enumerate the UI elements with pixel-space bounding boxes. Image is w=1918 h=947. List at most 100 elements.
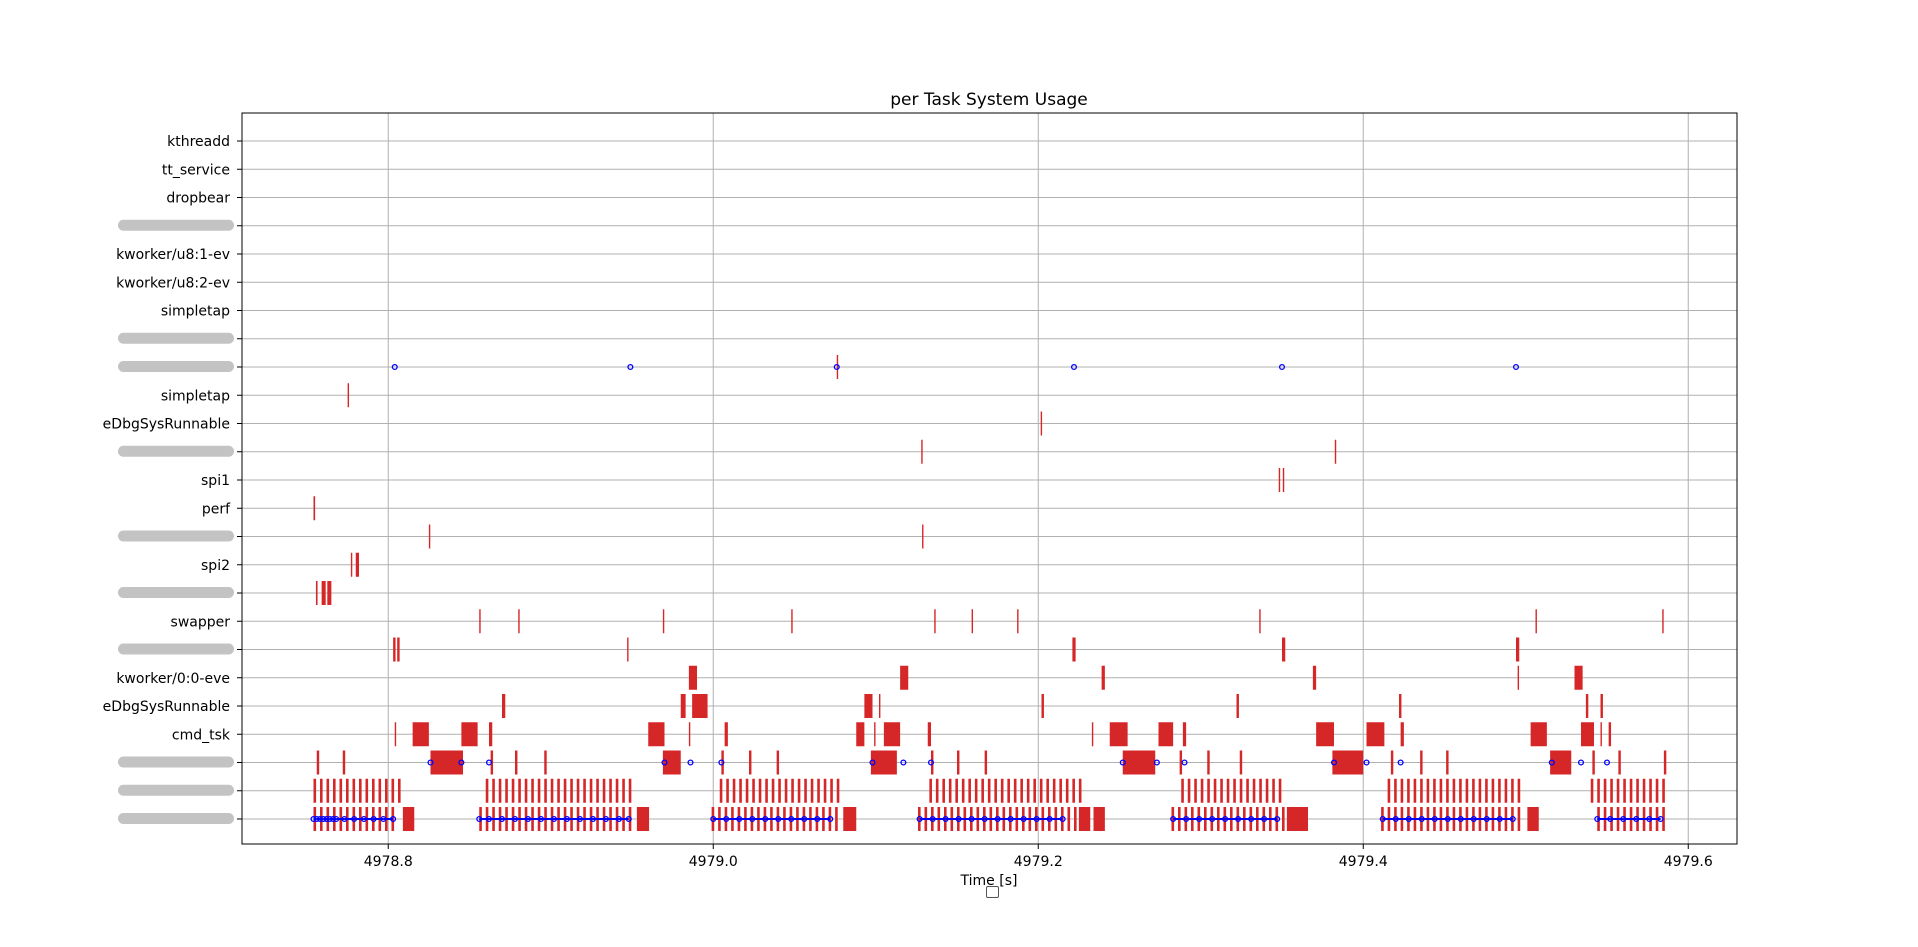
task-slice bbox=[1246, 778, 1249, 803]
task-bar bbox=[397, 637, 400, 662]
task-bar bbox=[327, 581, 332, 605]
event-marker bbox=[736, 815, 743, 823]
event-marker bbox=[511, 815, 519, 823]
task-slice bbox=[333, 778, 336, 803]
task-slice bbox=[609, 778, 612, 803]
task-bar bbox=[313, 496, 316, 521]
task-slice bbox=[981, 778, 984, 803]
task-slice bbox=[1662, 778, 1665, 803]
event-marker bbox=[1196, 815, 1203, 823]
task-slice bbox=[1046, 778, 1049, 803]
task-slice bbox=[987, 778, 991, 803]
task-bar bbox=[402, 807, 415, 831]
task-bar bbox=[430, 750, 463, 775]
x-tick-label: 4979.0 bbox=[689, 854, 738, 870]
event-marker bbox=[390, 815, 397, 823]
task-slice bbox=[1067, 807, 1071, 831]
task-slice bbox=[628, 807, 632, 831]
event-marker bbox=[1363, 759, 1370, 766]
task-slice bbox=[1074, 807, 1077, 831]
y-tick-label: simpletap bbox=[161, 304, 230, 320]
y-tick-label: simpletap bbox=[161, 388, 230, 404]
task-slice bbox=[1433, 778, 1436, 803]
task-slice bbox=[378, 778, 382, 803]
event-marker bbox=[316, 815, 324, 823]
task-bar bbox=[1663, 750, 1667, 775]
task-slice bbox=[557, 778, 560, 803]
event-marker bbox=[1509, 815, 1516, 823]
task-bar bbox=[1550, 750, 1572, 775]
markers-layer bbox=[310, 363, 1664, 823]
task-slice bbox=[365, 778, 369, 803]
event-marker bbox=[687, 759, 694, 766]
task-slice bbox=[602, 778, 606, 803]
event-marker bbox=[1278, 363, 1286, 371]
task-slice bbox=[1272, 778, 1275, 803]
task-slice bbox=[1259, 778, 1262, 803]
task-bar bbox=[1390, 750, 1394, 775]
redacted-task-label bbox=[118, 361, 234, 372]
task-slice bbox=[346, 778, 349, 803]
task-bar bbox=[1334, 439, 1337, 464]
y-tick-label: eDbgSysRunnable bbox=[103, 417, 230, 433]
task-slice bbox=[531, 778, 534, 803]
task-slice bbox=[823, 778, 827, 803]
task-slice bbox=[550, 778, 554, 803]
task-slice bbox=[524, 778, 528, 803]
task-slice bbox=[352, 778, 356, 803]
task-slice bbox=[797, 778, 801, 803]
task-slice bbox=[1020, 778, 1023, 803]
x-tick-label: 4979.6 bbox=[1664, 854, 1713, 870]
task-slice bbox=[726, 778, 729, 803]
task-bar bbox=[1574, 665, 1583, 690]
task-slice bbox=[1072, 778, 1075, 803]
event-marker bbox=[833, 363, 840, 371]
task-bar bbox=[1101, 665, 1105, 690]
event-marker bbox=[320, 815, 327, 823]
event-marker bbox=[380, 815, 387, 823]
event-marker bbox=[1607, 815, 1614, 823]
event-marker bbox=[333, 815, 340, 823]
task-bar bbox=[864, 694, 873, 718]
task-slice bbox=[1629, 778, 1633, 803]
task-bar bbox=[1109, 722, 1128, 747]
task-slice bbox=[615, 778, 619, 803]
event-marker bbox=[1222, 815, 1229, 823]
task-bar bbox=[1420, 750, 1423, 775]
task-slice bbox=[942, 778, 945, 803]
task-slice bbox=[1426, 778, 1430, 803]
event-marker bbox=[427, 759, 434, 766]
task-bar bbox=[355, 552, 359, 577]
task-bar bbox=[315, 581, 318, 605]
task-bar bbox=[934, 609, 936, 634]
task-bar bbox=[1239, 750, 1243, 775]
event-marker bbox=[589, 815, 597, 823]
task-slice bbox=[1407, 778, 1410, 803]
task-slice bbox=[505, 778, 508, 803]
task-slice bbox=[320, 778, 323, 803]
event-marker bbox=[955, 815, 962, 823]
event-marker bbox=[1657, 815, 1664, 823]
y-tick-label: kworker/u8:1-ev bbox=[116, 247, 230, 263]
event-marker bbox=[1261, 815, 1268, 823]
redacted-task-label bbox=[118, 332, 234, 344]
redacted-task-label bbox=[118, 587, 234, 598]
task-slice bbox=[1465, 778, 1469, 803]
event-marker bbox=[1209, 815, 1216, 823]
task-slice bbox=[492, 778, 495, 803]
task-slice bbox=[326, 778, 330, 803]
task-slice bbox=[1013, 778, 1017, 803]
event-marker bbox=[602, 815, 610, 823]
event-marker bbox=[627, 363, 634, 371]
task-bar bbox=[342, 750, 346, 775]
task-bar bbox=[883, 722, 901, 747]
task-bar bbox=[461, 722, 478, 747]
task-slice bbox=[544, 778, 547, 803]
task-bar bbox=[1122, 750, 1156, 775]
task-bar bbox=[1040, 411, 1043, 436]
task-slice bbox=[576, 778, 580, 803]
task-bar bbox=[412, 722, 429, 747]
event-marker bbox=[1330, 759, 1338, 766]
event-marker bbox=[1483, 815, 1490, 823]
task-bar bbox=[931, 750, 934, 775]
